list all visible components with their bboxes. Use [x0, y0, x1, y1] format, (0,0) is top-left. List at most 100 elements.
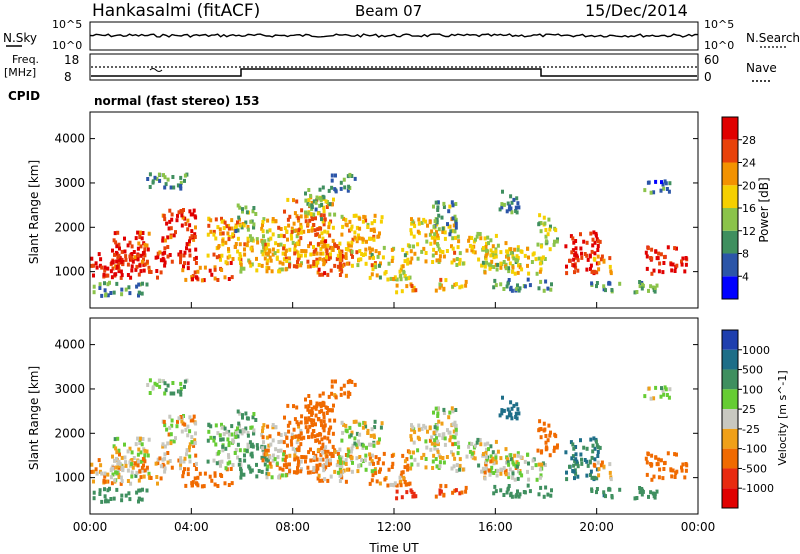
power-cell [103, 265, 107, 270]
power-cell [255, 256, 258, 261]
velocity-cell [339, 473, 343, 477]
power-cell [139, 253, 143, 258]
velocity-cell [597, 473, 601, 478]
power-cell [99, 257, 103, 262]
power-cell [659, 252, 663, 257]
power-cell [392, 277, 396, 281]
velocity-cell [267, 443, 271, 448]
power-cell [135, 264, 139, 269]
velocity-cell [328, 461, 332, 466]
velocity-cell [293, 457, 297, 462]
velocity-cell [92, 469, 96, 474]
velocity-cell [368, 481, 372, 486]
velocity-cell [334, 379, 337, 384]
velocity-cell [435, 464, 439, 469]
colorbar-swatch [722, 230, 738, 254]
velocity-cell [256, 446, 260, 451]
y-tick-label: 2000 [54, 220, 85, 234]
velocity-cell [112, 444, 116, 449]
velocity-cell [158, 384, 162, 389]
power-cell [574, 251, 578, 256]
power-cell [649, 284, 653, 289]
velocity-cell [95, 471, 99, 476]
power-cell [323, 271, 327, 276]
velocity-cell [494, 455, 498, 460]
velocity-cell [146, 383, 150, 387]
velocity-cell [353, 441, 357, 446]
power-cell [412, 244, 415, 249]
velocity-cell [393, 481, 397, 486]
velocity-cell [585, 446, 589, 451]
power-cell [652, 190, 656, 195]
velocity-cell [658, 467, 662, 472]
velocity-cell [539, 485, 543, 490]
power-cell [312, 249, 316, 254]
power-cell [453, 229, 457, 234]
power-cell [271, 252, 275, 257]
power-cell [267, 237, 271, 242]
velocity-cell [361, 443, 365, 448]
velocity-cell [346, 453, 350, 458]
velocity-cell [216, 484, 220, 488]
power-cell [169, 226, 173, 231]
velocity-cell [470, 451, 474, 456]
velocity-cell [602, 464, 606, 469]
power-cell [124, 287, 128, 292]
velocity-cell [179, 415, 183, 419]
velocity-cell [304, 459, 307, 464]
velocity-cell [227, 443, 231, 448]
power-cell [270, 269, 274, 274]
velocity-cell [400, 495, 404, 500]
power-cell [194, 261, 198, 265]
power-cell [223, 220, 227, 225]
velocity-cell [304, 420, 308, 425]
velocity-cell [512, 462, 516, 467]
velocity-cell [170, 418, 174, 423]
velocity-cell [193, 463, 197, 467]
velocity-cell [338, 464, 342, 468]
velocity-cell [399, 479, 403, 484]
power-cell [348, 172, 352, 177]
power-cell [333, 212, 337, 217]
velocity-cell [401, 453, 405, 458]
velocity-cell [534, 463, 538, 468]
velocity-cell [223, 481, 227, 486]
power-cell [292, 264, 296, 269]
power-cell [572, 257, 576, 262]
velocity-cell [350, 380, 354, 384]
power-cell [381, 255, 385, 260]
velocity-cell [251, 415, 255, 420]
time-tick-label: 00:00 [681, 520, 716, 534]
power-cell [283, 226, 287, 231]
velocity-cell [657, 475, 661, 480]
power-cell [450, 200, 454, 205]
power-cell [481, 260, 485, 265]
velocity-cell [320, 437, 324, 442]
power-cell [163, 217, 167, 222]
velocity-cell [289, 439, 293, 444]
power-cell [120, 287, 124, 292]
power-cell [344, 217, 348, 222]
velocity-cell [654, 385, 658, 390]
power-cell [516, 247, 520, 252]
power-cell [353, 235, 357, 240]
velocity-cell [652, 474, 656, 479]
velocity-cell [288, 420, 292, 425]
velocity-cell [502, 466, 506, 470]
velocity-cell [454, 488, 458, 493]
velocity-cell [319, 452, 323, 457]
velocity-cell [436, 414, 440, 418]
velocity-cell [285, 435, 289, 440]
power-cell [115, 259, 119, 264]
velocity-cell [507, 484, 511, 488]
power-cell [193, 235, 197, 239]
velocity-cell [134, 442, 138, 447]
power-cell [661, 270, 665, 275]
power-cell [261, 240, 265, 245]
power-cell [200, 278, 204, 283]
power-cell [172, 185, 176, 190]
velocity-cell [484, 460, 488, 465]
power-cell [502, 260, 506, 264]
power-cell [506, 254, 510, 259]
velocity-cell [297, 459, 300, 464]
